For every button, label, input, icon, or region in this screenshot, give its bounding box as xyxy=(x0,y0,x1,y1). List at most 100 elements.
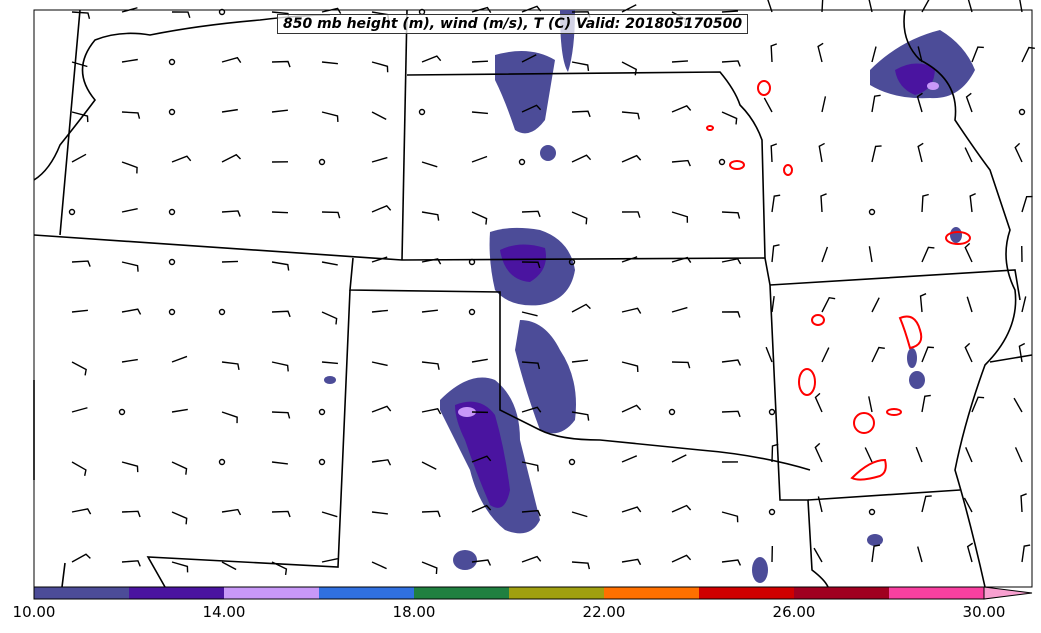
wind-barb xyxy=(571,211,588,225)
wind-barb xyxy=(871,94,881,113)
wind-barb xyxy=(121,461,139,473)
precip-area xyxy=(907,348,917,368)
calm-wind-marker xyxy=(68,208,76,216)
calm-wind-marker xyxy=(168,58,176,66)
boundary-line xyxy=(33,14,331,181)
wind-barb xyxy=(765,346,773,363)
colorbar-segment xyxy=(889,587,984,599)
wind-barb xyxy=(121,161,138,174)
wind-barb xyxy=(421,361,440,370)
calm-wind-marker xyxy=(218,308,226,316)
wind-barb xyxy=(671,211,689,223)
wind-barb xyxy=(621,61,637,76)
calm-wind-marker xyxy=(168,308,176,316)
wind-barb xyxy=(971,46,984,63)
wind-barb xyxy=(71,553,91,563)
wind-barb xyxy=(371,204,392,213)
contour-line xyxy=(853,412,875,434)
contour-line xyxy=(945,231,971,245)
wind-barb xyxy=(871,544,881,563)
wind-barb xyxy=(916,92,923,113)
wind-barb xyxy=(371,309,388,313)
wind-barb xyxy=(919,293,927,313)
wind-barb xyxy=(818,142,825,163)
wind-barb xyxy=(868,0,873,13)
boundary-line xyxy=(406,71,766,259)
wind-barb xyxy=(71,309,88,313)
wind-barb xyxy=(571,61,590,72)
wind-barb xyxy=(721,410,741,418)
contour-line xyxy=(706,125,714,131)
wind-barb xyxy=(871,297,880,313)
precip-area xyxy=(495,51,555,134)
wind-barb xyxy=(221,361,240,371)
wind-barb xyxy=(965,92,973,113)
wind-barb xyxy=(471,211,488,225)
wind-barb xyxy=(671,256,692,263)
precip-area xyxy=(867,534,883,546)
boundary-line xyxy=(769,269,1021,301)
colorbar-segment xyxy=(699,587,794,599)
calm-wind-marker xyxy=(168,258,176,266)
wind-barb xyxy=(171,511,188,525)
wind-barb xyxy=(964,147,973,163)
wind-barb xyxy=(521,361,541,370)
wind-barb xyxy=(771,244,780,263)
wind-barb xyxy=(571,110,591,118)
wind-barb xyxy=(171,461,188,475)
calm-wind-marker xyxy=(568,258,576,266)
wind-barb xyxy=(571,511,588,518)
wind-barb xyxy=(671,454,687,463)
boundary-line xyxy=(764,257,829,588)
wind-barb xyxy=(763,97,773,113)
wind-barb xyxy=(621,154,642,163)
wind-barb xyxy=(121,7,138,13)
boundary-line xyxy=(61,562,66,588)
wind-barb xyxy=(821,96,827,113)
wind-barb xyxy=(521,311,538,317)
map-title: 850 mb height (m), wind (m/s), T (C) Val… xyxy=(277,14,749,34)
wind-barb xyxy=(421,408,442,415)
precip-area xyxy=(324,376,336,384)
boundary-line xyxy=(989,354,1033,363)
boundary-line xyxy=(903,9,1017,588)
wind-barb xyxy=(271,561,288,576)
wind-barb xyxy=(821,246,829,263)
wind-barb xyxy=(71,508,92,515)
wind-barb xyxy=(371,511,388,515)
wind-barb xyxy=(471,6,492,13)
calm-wind-marker xyxy=(218,8,226,16)
wind-barb xyxy=(321,311,338,325)
calm-wind-marker xyxy=(768,408,776,416)
wind-barb xyxy=(471,455,492,463)
wind-barb xyxy=(571,303,591,313)
wind-barb xyxy=(921,495,932,513)
wind-barb xyxy=(371,156,388,163)
precip-area xyxy=(453,550,477,570)
wind-barb xyxy=(221,508,242,516)
calm-wind-marker xyxy=(168,108,176,116)
calm-wind-marker xyxy=(868,208,876,216)
colorbar-tick-label: 10.00 xyxy=(12,603,56,621)
wind-barb xyxy=(71,61,88,68)
colorbar-segment xyxy=(509,587,604,599)
wind-barb xyxy=(521,555,542,563)
colorbar-extend-arrow xyxy=(983,586,1033,600)
colorbar-segment xyxy=(794,587,889,599)
wind-barb xyxy=(821,296,836,313)
wind-barb xyxy=(621,558,642,566)
colorbar-segment xyxy=(319,587,414,599)
colorbar-tick-label: 22.00 xyxy=(582,603,626,621)
wind-barb xyxy=(917,546,923,563)
wind-barb xyxy=(471,155,488,163)
wind-barb xyxy=(271,60,291,68)
wind-barb xyxy=(171,408,188,413)
wind-barb xyxy=(621,307,642,314)
wind-barb xyxy=(221,56,242,64)
wind-barb xyxy=(321,261,338,266)
wind-barb xyxy=(621,4,637,13)
wind-barb xyxy=(271,411,291,419)
wind-barb xyxy=(221,108,238,113)
precip-area xyxy=(455,401,510,508)
wind-barb xyxy=(71,407,88,413)
